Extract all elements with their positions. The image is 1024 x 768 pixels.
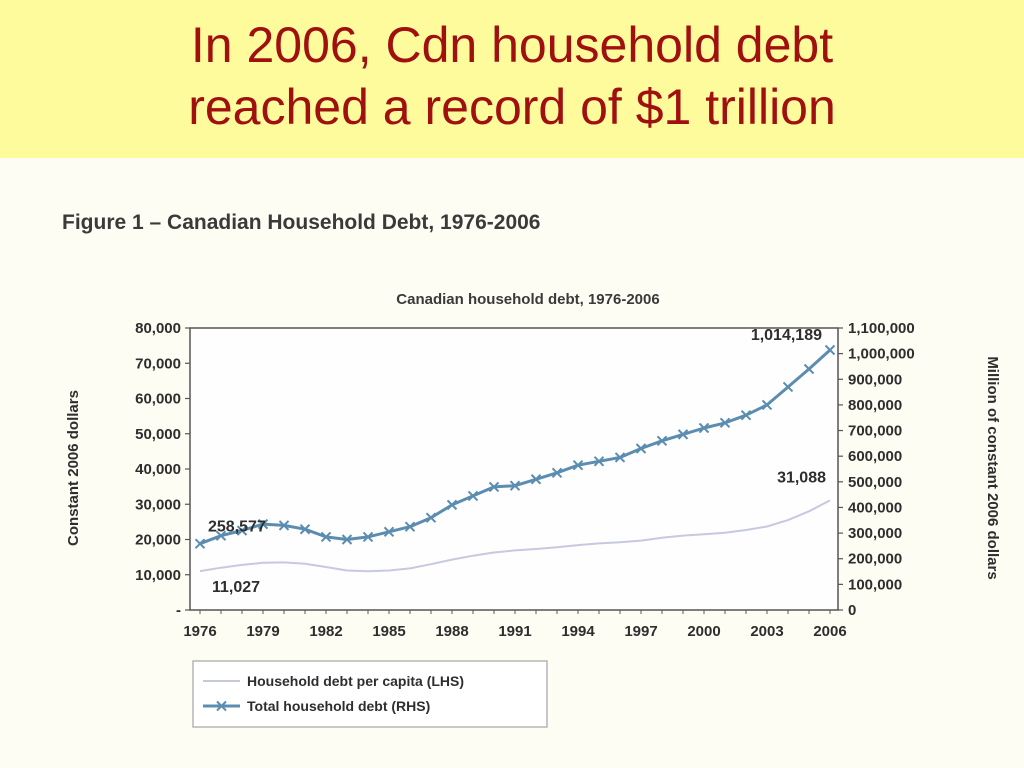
x-tick-label: 2003 [750,623,783,640]
annotation-label: 258,577 [208,519,266,536]
right-tick-label: 500,000 [848,474,902,491]
total-debt-marker [530,474,542,485]
x-tick-label: 1997 [624,623,657,640]
x-axis-ticks: 1976 1979 1982 1985 1988 1991 1994 1997 2000 2003… [183,610,847,640]
x-tick-label: 1976 [183,623,216,640]
total-debt-marker [236,525,248,536]
total-debt-marker [719,417,731,429]
annotation-label: 31,088 [777,469,826,486]
total-debt-marker [446,499,458,511]
total-debt-marker [194,538,206,549]
x-tick-label: 2006 [813,623,846,640]
total-debt-marker [299,524,311,535]
total-debt-marker [425,512,437,523]
data-annotations: 258,577 11,027 1,014,189 31,088 [208,327,826,596]
left-tick-label: 70,000 [135,355,181,372]
legend: Household debt per capita (LHS) Total hou… [192,660,548,728]
x-tick-label: 1988 [435,623,468,640]
total-debt-marker [761,399,773,411]
total-debt-marker [614,452,626,463]
total-debt-marker [824,344,836,356]
total-debt-marker [278,520,290,531]
left-tick-label: 30,000 [135,496,181,513]
slide-title-line-2: reached a record of $1 trillion [188,79,836,135]
x-tick-label: 1979 [246,623,279,640]
right-tick-label: 800,000 [848,397,902,414]
total-debt-marker [488,481,500,493]
total-debt-marker [362,531,374,543]
x-tick-label: 1985 [372,623,405,640]
total-debt-marker [467,490,479,502]
total-debt-marker [593,456,605,467]
left-tick-label: 60,000 [135,391,181,408]
x-tick-label: 1991 [498,623,531,640]
total-debt-marker [341,534,353,545]
series-line-per-capita [199,499,831,573]
annotation-label: 11,027 [212,579,260,596]
right-tick-label: 1,100,000 [848,320,915,337]
total-debt-marker [320,531,332,543]
slide-title-line-1: In 2006, Cdn household debt [190,17,834,73]
left-tick-label: 20,000 [135,532,181,549]
left-tick-label: - [176,602,181,619]
chart-title: Canadian household debt, 1976-2006 [396,291,659,308]
x-tick-label: 1982 [309,623,342,640]
total-debt-marker [740,409,752,421]
left-tick-label: 80,000 [135,320,181,337]
right-tick-label: 900,000 [848,371,902,388]
right-tick-label: 600,000 [848,448,902,465]
total-debt-marker [803,363,815,375]
slide-title: In 2006, Cdn household debt reached a re… [0,14,1024,138]
right-axis-title: Million of constant 2006 dollars [984,356,1001,579]
figure-caption: Figure 1 – Canadian Household Debt, 1976… [62,211,540,234]
legend-marker [216,700,227,712]
right-tick-label: 700,000 [848,423,902,440]
total-debt-marker [572,459,584,471]
right-axis-ticks: 0 100,000 200,000 300,000 400,000 500,000 600,… [838,320,915,619]
total-debt-marker [782,381,794,393]
right-tick-label: 200,000 [848,551,902,568]
legend-label: Total household debt (RHS) [247,698,430,714]
legend-label: Household debt per capita (LHS) [247,673,464,689]
total-debt-marker [635,443,647,454]
total-debt-marker [509,480,521,491]
left-axis-title: Constant 2006 dollars [65,390,82,546]
left-axis-ticks: - 10,000 20,000 30,000 40,000 50,000 60,000 70,… [135,320,190,619]
slide-header [0,0,1024,158]
total-debt-marker [404,521,416,532]
right-tick-label: 0 [848,602,856,619]
right-tick-label: 400,000 [848,499,902,516]
total-debt-marker [383,526,395,538]
right-tick-label: 300,000 [848,525,902,542]
x-tick-label: 2000 [687,623,720,640]
left-tick-label: 10,000 [135,567,181,584]
total-debt-marker [656,435,668,447]
total-debt-marker [551,467,563,479]
legend-box [192,660,548,728]
plot-frame [189,327,839,611]
annotation-label: 1,014,189 [751,327,822,344]
x-tick-label: 1994 [561,623,595,640]
total-debt-marker [677,429,689,440]
left-tick-label: 40,000 [135,461,181,478]
total-debt-marker [698,422,710,434]
left-tick-label: 50,000 [135,426,181,443]
total-debt-marker [215,530,227,541]
plot-area [189,327,839,611]
total-debt-marker [257,518,269,530]
right-tick-label: 100,000 [848,576,902,593]
right-tick-label: 1,000,000 [848,346,915,363]
